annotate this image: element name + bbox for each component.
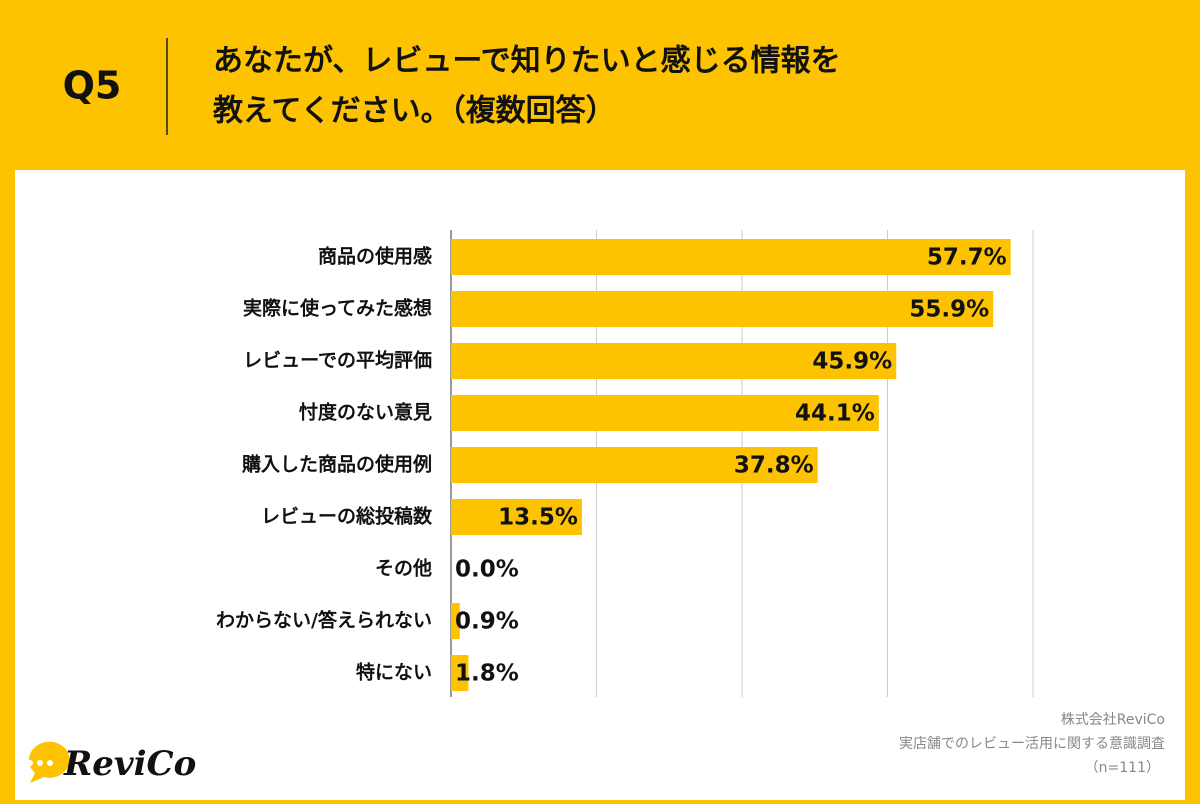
logo-dot [47,760,53,766]
footer-survey: 実店舗でのレビュー活用に関する意識調査 [899,736,1165,752]
question-number: Q5 [63,64,122,108]
footer-sample: （n=111） [1085,760,1160,776]
value-label: 57.7% [927,245,1007,271]
value-label: 45.9% [812,349,892,375]
bar [451,655,469,691]
footer-company: 株式会社ReviCo [1061,712,1165,728]
value-label: 37.8% [734,453,814,479]
title-line: あなたが、レビューで知りたいと感じる情報を [213,44,841,79]
category-label: 特にない [356,662,432,684]
value-label: 55.9% [909,297,989,323]
value-label: 1.8% [455,661,519,687]
category-label: 購入した商品の使用例 [242,453,432,476]
logo-dot [27,760,33,766]
value-label: 13.5% [498,505,578,531]
category-label: その他 [375,557,432,580]
category-label: 実際に使ってみた感想 [243,297,432,320]
value-label: 0.9% [455,609,519,635]
value-label: 0.0% [455,557,519,583]
category-label: 忖度のない意見 [299,401,432,424]
title-line: 教えてください。（複数回答） [212,94,616,129]
logo: ReviCo [27,741,196,784]
category-label: レビューでの平均評価 [243,349,432,372]
category-label: 商品の使用感 [318,245,432,268]
bar [451,603,460,639]
category-label: レビューの総投稿数 [261,505,433,528]
category-label: わからない/答えられない [216,609,432,632]
bar [451,343,897,379]
bar [451,291,994,327]
value-label: 44.1% [795,401,875,427]
bar [451,447,818,483]
bar [451,499,582,535]
bar [451,395,879,431]
logo-text: ReviCo [63,744,196,784]
logo-dot [37,760,43,766]
bar [451,239,1011,275]
